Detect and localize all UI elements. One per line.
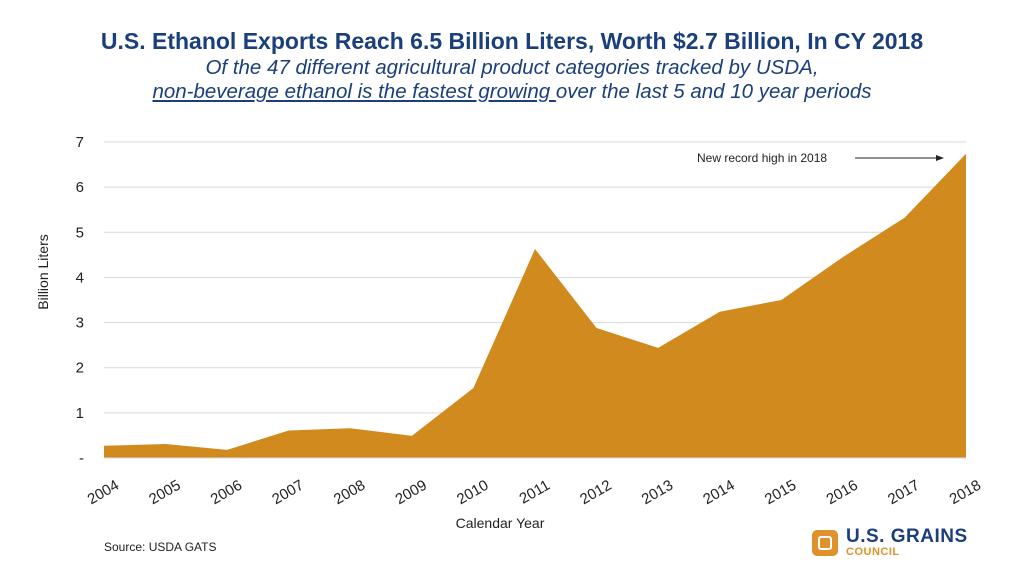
x-tick-label: 2009 bbox=[392, 477, 429, 508]
logo-icon bbox=[812, 530, 838, 556]
x-tick-label: 2010 bbox=[454, 477, 491, 508]
y-tick-label: 2 bbox=[76, 360, 84, 377]
page-title: U.S. Ethanol Exports Reach 6.5 Billion L… bbox=[100, 28, 924, 54]
x-tick-label: 2008 bbox=[331, 477, 368, 508]
x-tick-label: 2014 bbox=[700, 477, 737, 508]
usgc-logo: U.S. GRAINS COUNCIL bbox=[812, 526, 968, 558]
x-tick-label: 2005 bbox=[146, 477, 183, 508]
x-tick-label: 2007 bbox=[269, 477, 306, 508]
y-tick-label: 7 bbox=[76, 134, 84, 151]
logo-text: U.S. GRAINS bbox=[846, 526, 968, 547]
x-tick-label: 2012 bbox=[577, 477, 614, 508]
arrow-head-icon bbox=[936, 155, 944, 161]
y-tick-label: 5 bbox=[76, 224, 84, 241]
x-tick-label: 2006 bbox=[208, 477, 245, 508]
subtitle-rest: over the last 5 and 10 year periods bbox=[555, 80, 872, 103]
y-tick-label: 6 bbox=[76, 179, 84, 196]
subtitle-line1: Of the 47 different agricultural product… bbox=[205, 56, 819, 79]
x-tick-label: 2018 bbox=[947, 477, 984, 508]
x-tick-label: 2016 bbox=[823, 477, 860, 508]
x-tick-label: 2013 bbox=[639, 477, 676, 508]
subtitle-line2: non-beverage ethanol is the fastest grow… bbox=[0, 80, 1024, 104]
annotation-text: New record high in 2018 bbox=[697, 151, 827, 165]
x-axis-title: Calendar Year bbox=[456, 515, 545, 531]
x-tick-label: 2017 bbox=[885, 477, 922, 508]
x-tick-label: 2015 bbox=[762, 477, 799, 508]
y-tick-label: 1 bbox=[76, 405, 84, 422]
y-tick-label: 4 bbox=[76, 269, 84, 286]
y-tick-label: - bbox=[79, 450, 84, 467]
subtitle-underlined: non-beverage ethanol is the fastest grow… bbox=[152, 80, 556, 103]
source-note: Source: USDA GATS bbox=[104, 540, 217, 554]
logo-subtext: COUNCIL bbox=[846, 546, 900, 558]
area-series bbox=[104, 153, 966, 459]
y-axis-title: Billion Liters bbox=[35, 234, 51, 309]
x-tick-label: 2011 bbox=[517, 477, 553, 508]
y-tick-label: 3 bbox=[76, 315, 84, 332]
x-tick-label: 2004 bbox=[85, 477, 122, 508]
